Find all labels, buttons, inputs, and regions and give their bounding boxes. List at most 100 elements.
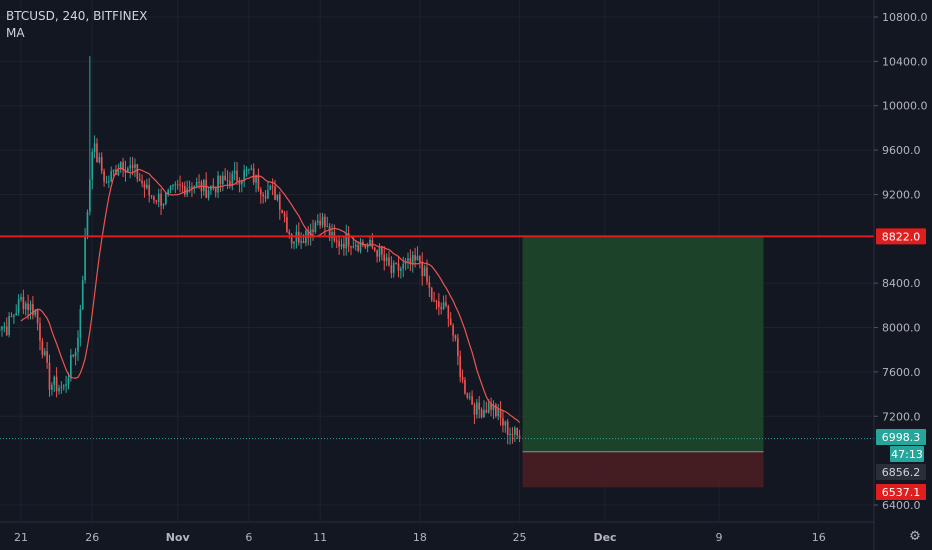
candle-body (502, 418, 504, 426)
candle-body (105, 181, 108, 183)
price-tick-label: 7600.0 (882, 366, 921, 379)
candle-body (127, 168, 129, 173)
candle-body (283, 213, 286, 217)
price-tick-label: 10800.0 (882, 11, 928, 24)
candle-body (183, 186, 186, 195)
price-label-text: 47:13 (891, 448, 923, 461)
candle-body (461, 377, 464, 380)
price-tick-label: 7200.0 (882, 410, 921, 423)
loss-zone[interactable] (522, 451, 764, 488)
candle-body (153, 196, 155, 201)
candle-body (397, 263, 400, 271)
candle-body (264, 196, 267, 199)
candle-body (41, 340, 44, 355)
candle-body (419, 256, 421, 263)
price-tick-label: 8000.0 (882, 322, 921, 335)
candle-body (198, 181, 200, 183)
symbol-info[interactable]: BTCUSD, 240, BITFINEX (6, 8, 147, 25)
candle-body (293, 241, 295, 244)
candle-body (141, 180, 143, 184)
candle-body (53, 376, 56, 385)
candle-body (212, 185, 215, 188)
candle-body (77, 337, 79, 352)
chart-legend: BTCUSD, 240, BITFINEX MA (6, 8, 147, 42)
candle-body (136, 164, 139, 180)
candle-body (131, 165, 134, 168)
price-label-badge (890, 446, 924, 462)
symbol-separator: , (54, 9, 63, 23)
candle-body (10, 316, 13, 318)
candle-body (65, 384, 67, 386)
candle-body (359, 241, 362, 251)
candle-body (388, 257, 390, 266)
moving-average-line (20, 167, 521, 424)
candle-body (179, 184, 181, 186)
candle-body (352, 246, 355, 248)
candle-body (492, 404, 495, 410)
candle-body (108, 181, 110, 183)
candle-body (70, 354, 72, 378)
candle-body (15, 312, 18, 316)
candle-body (487, 403, 490, 413)
candle-body (335, 240, 338, 242)
candle-body (160, 193, 162, 206)
profit-zone[interactable] (522, 236, 764, 452)
price-tick-label: 9200.0 (882, 188, 921, 201)
candle-body (119, 162, 122, 170)
candle-body (72, 354, 75, 357)
candle-body (134, 164, 136, 168)
candle-body (331, 232, 333, 238)
candle-body (414, 255, 416, 261)
candle-body (110, 171, 113, 182)
candle-body (504, 421, 507, 426)
candle-body (233, 170, 236, 174)
candle-body (129, 165, 132, 169)
candle-body (214, 187, 217, 193)
candle-body (452, 325, 454, 336)
candle-body (236, 170, 238, 182)
candle-body (60, 386, 63, 389)
candle-body (319, 220, 321, 226)
candle-body (155, 200, 158, 202)
candle-body (202, 179, 205, 192)
price-tick-label: 10000.0 (882, 100, 928, 113)
time-tick-label: Dec (593, 531, 616, 544)
candle-body (516, 427, 519, 436)
candle-body (402, 263, 405, 269)
candle-body (257, 174, 260, 190)
candle-body (240, 181, 243, 185)
candle-body (454, 335, 457, 339)
candle-body (148, 184, 151, 196)
candle-body (499, 409, 502, 419)
indicator-label: MA (6, 26, 25, 40)
price-tick-label: 8400.0 (882, 277, 921, 290)
candle-body (5, 326, 8, 336)
candle-body (366, 245, 369, 248)
candle-body (409, 258, 412, 264)
candle-body (433, 299, 435, 301)
gear-icon[interactable]: ⚙ (909, 529, 921, 544)
time-tick-label: 9 (716, 531, 723, 544)
price-tick-label: 6400.0 (882, 499, 921, 512)
candle-body (46, 351, 48, 363)
candle-body (8, 316, 10, 336)
candle-body (480, 409, 483, 418)
candle-body (91, 152, 94, 180)
candle-body (442, 302, 445, 310)
candle-body (229, 181, 231, 187)
candle-body (86, 211, 89, 237)
candle-body (395, 262, 397, 264)
price-label-badge (876, 464, 926, 480)
price-tick-label: 9600.0 (882, 144, 921, 157)
candle-body (471, 396, 473, 405)
price-tick-label: 10400.0 (882, 55, 928, 68)
interval-label: 240 (62, 9, 86, 23)
candle-body (84, 236, 86, 281)
time-tick-label: 11 (313, 531, 327, 544)
indicator-ma[interactable]: MA (6, 25, 147, 42)
candle-body (22, 297, 25, 310)
candle-body (221, 175, 224, 185)
candle-body (157, 193, 160, 202)
